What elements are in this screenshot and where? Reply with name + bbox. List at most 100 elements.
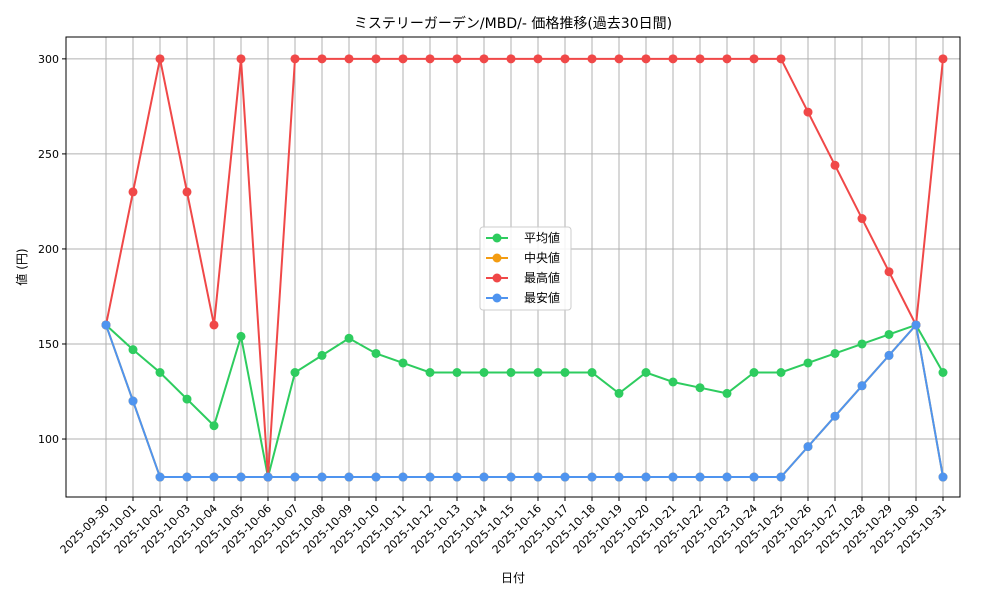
- chart-title: ミステリーガーデン/MBD/- 価格推移(過去30日間): [354, 15, 672, 32]
- data-point: [182, 394, 192, 404]
- series-0: [101, 320, 948, 482]
- data-point: [344, 333, 354, 343]
- data-point: [290, 54, 300, 64]
- data-point: [371, 348, 381, 358]
- data-point: [182, 472, 192, 482]
- data-point: [236, 472, 246, 482]
- data-point: [668, 472, 678, 482]
- data-point: [452, 54, 462, 64]
- legend-label: 最高値: [524, 270, 560, 285]
- data-point: [479, 367, 489, 377]
- data-point: [290, 367, 300, 377]
- data-point: [641, 472, 651, 482]
- series-1: [101, 320, 948, 482]
- data-point: [884, 350, 894, 360]
- data-point: [533, 367, 543, 377]
- data-point: [344, 472, 354, 482]
- data-point: [857, 214, 867, 224]
- data-point: [236, 331, 246, 341]
- data-point: [479, 54, 489, 64]
- data-point: [398, 54, 408, 64]
- data-point: [614, 54, 624, 64]
- data-point: [803, 442, 813, 452]
- legend-marker: [492, 273, 502, 283]
- data-point: [695, 472, 705, 482]
- data-point: [776, 367, 786, 377]
- data-point: [614, 388, 624, 398]
- y-axis-label: 値 (円): [14, 248, 29, 285]
- data-point: [749, 472, 759, 482]
- data-point: [452, 472, 462, 482]
- data-point: [155, 472, 165, 482]
- data-point: [128, 396, 138, 406]
- data-point: [830, 348, 840, 358]
- data-point: [533, 472, 543, 482]
- data-point: [479, 472, 489, 482]
- y-tick-label: 300: [38, 53, 59, 66]
- data-point: [830, 160, 840, 170]
- data-point: [857, 381, 867, 391]
- data-point: [560, 54, 570, 64]
- data-point: [452, 367, 462, 377]
- data-point: [587, 472, 597, 482]
- data-point: [776, 472, 786, 482]
- data-point: [830, 411, 840, 421]
- data-point: [506, 54, 516, 64]
- y-axis: 100 150 200 250 300: [38, 53, 66, 446]
- legend-label: 最安値: [524, 290, 560, 305]
- data-point: [371, 472, 381, 482]
- data-point: [560, 367, 570, 377]
- series-line: [105, 322, 944, 479]
- legend-box: [479, 226, 572, 311]
- legend-marker: [492, 233, 502, 243]
- data-point: [668, 377, 678, 387]
- x-axis: 2025-09-302025-10-012025-10-022025-10-03…: [58, 497, 949, 556]
- data-point: [722, 388, 732, 398]
- data-point: [425, 54, 435, 64]
- data-point: [614, 472, 624, 482]
- data-point: [695, 383, 705, 393]
- data-point: [884, 329, 894, 339]
- data-point: [128, 187, 138, 197]
- data-point: [911, 320, 921, 330]
- data-point: [857, 339, 867, 349]
- data-point: [209, 320, 219, 330]
- data-point: [425, 367, 435, 377]
- data-point: [749, 367, 759, 377]
- data-point: [641, 367, 651, 377]
- data-point: [533, 54, 543, 64]
- data-point: [641, 54, 651, 64]
- y-tick-label: 150: [38, 338, 59, 351]
- y-tick-label: 200: [38, 243, 59, 256]
- y-tick-label: 250: [38, 148, 59, 161]
- data-point: [938, 367, 948, 377]
- legend-label: 中央値: [524, 250, 560, 265]
- y-tick-label: 100: [38, 433, 59, 446]
- series-line: [105, 57, 944, 478]
- data-point: [209, 421, 219, 431]
- plot-frame: [65, 36, 961, 498]
- data-point: [587, 367, 597, 377]
- series-3: [101, 320, 948, 482]
- data-point: [938, 472, 948, 482]
- data-point: [506, 472, 516, 482]
- data-point: [425, 472, 435, 482]
- data-point: [749, 54, 759, 64]
- data-point: [155, 54, 165, 64]
- data-point: [398, 472, 408, 482]
- data-point: [398, 358, 408, 368]
- data-point: [101, 320, 111, 330]
- data-point: [722, 472, 732, 482]
- legend-marker: [492, 293, 502, 303]
- data-point: [344, 54, 354, 64]
- data-point: [668, 54, 678, 64]
- data-point: [803, 107, 813, 117]
- legend-marker: [492, 253, 502, 263]
- series-line: [105, 322, 944, 479]
- data-point: [317, 350, 327, 360]
- data-point: [263, 472, 273, 482]
- data-point: [317, 54, 327, 64]
- data-point: [371, 54, 381, 64]
